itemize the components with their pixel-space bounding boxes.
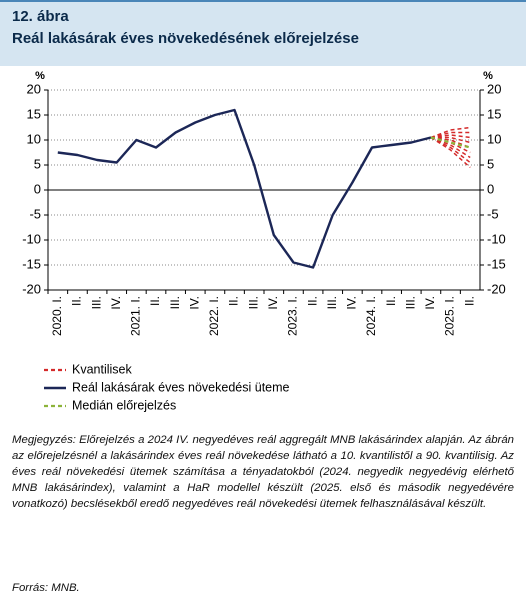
y2-tick-label: 20 bbox=[487, 81, 501, 96]
x-tick-label: IV. bbox=[187, 296, 201, 310]
quantile-line bbox=[430, 134, 471, 139]
x-tick-label: 2020. I. bbox=[50, 296, 64, 336]
x-tick-label: IV. bbox=[266, 296, 280, 310]
y2-unit: % bbox=[483, 70, 493, 82]
y-tick-label: 20 bbox=[27, 81, 41, 96]
x-tick-label: III. bbox=[325, 296, 339, 309]
x-tick-label: II. bbox=[148, 296, 162, 306]
quantile-line bbox=[430, 136, 471, 169]
y-tick-label: 15 bbox=[27, 106, 41, 121]
y-tick-label: -15 bbox=[22, 256, 41, 271]
y-tick-label: 0 bbox=[34, 181, 41, 196]
note: Megjegyzés: Előrejelzés a 2024 IV. negye… bbox=[12, 434, 514, 510]
y2-tick-label: -15 bbox=[487, 256, 506, 271]
y2-tick-label: -20 bbox=[487, 281, 506, 296]
series-line bbox=[430, 136, 471, 149]
legend-label: Medián előrejelzés bbox=[72, 398, 176, 412]
x-tick-label: 2025. I. bbox=[443, 296, 457, 336]
x-tick-label: III. bbox=[168, 296, 182, 309]
quantile-line bbox=[430, 126, 471, 139]
y2-tick-label: 5 bbox=[487, 156, 494, 171]
x-tick-label: III. bbox=[89, 296, 103, 309]
x-tick-label: II. bbox=[305, 296, 319, 306]
header: 12. ábra Reál lakásárak éves növekedésén… bbox=[0, 0, 526, 66]
quantile-line bbox=[430, 136, 471, 164]
x-tick-label: 2024. I. bbox=[364, 296, 378, 336]
x-tick-label: IV. bbox=[345, 296, 359, 310]
y2-tick-label: -10 bbox=[487, 231, 506, 246]
x-tick-label: 2023. I. bbox=[286, 296, 300, 336]
y-tick-label: -10 bbox=[22, 231, 41, 246]
legend-label: Kvantilisek bbox=[72, 362, 132, 376]
y-tick-label: 5 bbox=[34, 156, 41, 171]
x-tick-label: II. bbox=[462, 296, 476, 306]
y-tick-label: -5 bbox=[29, 206, 41, 221]
quantile-line bbox=[430, 131, 471, 139]
x-tick-label: III. bbox=[246, 296, 260, 309]
x-tick-label: II. bbox=[384, 296, 398, 306]
x-tick-label: 2021. I. bbox=[129, 296, 143, 336]
y-tick-label: 10 bbox=[27, 131, 41, 146]
y2-tick-label: 10 bbox=[487, 131, 501, 146]
y2-tick-label: 0 bbox=[487, 181, 494, 196]
quantile-line bbox=[430, 136, 471, 149]
chart: % % -20 -15 -10 -5 0 5 10 15 20 -20 -15 -10 -5 0 5 10 15 20… bbox=[22, 70, 506, 412]
source: Forrás: MNB. bbox=[12, 582, 80, 594]
x-tick-label: II. bbox=[70, 296, 84, 306]
quantile-line bbox=[430, 136, 471, 159]
legend-label: Reál lakásárak éves növekedési üteme bbox=[72, 380, 290, 394]
figure-number: 12. ábra bbox=[12, 8, 69, 25]
x-tick-label: III. bbox=[403, 296, 417, 309]
x-tick-label: II. bbox=[227, 296, 241, 306]
x-tick-label: 2022. I. bbox=[207, 296, 221, 336]
y2-tick-label: -5 bbox=[487, 206, 499, 221]
x-tick-label: IV. bbox=[109, 296, 123, 310]
x-tick-label: IV. bbox=[423, 296, 437, 310]
y2-tick-label: 15 bbox=[487, 106, 501, 121]
series-line bbox=[57, 108, 432, 269]
figure-title: Reál lakásárak éves növekedésének előrej… bbox=[12, 30, 359, 47]
y-tick-label: -20 bbox=[22, 281, 41, 296]
y-unit: % bbox=[35, 70, 45, 82]
